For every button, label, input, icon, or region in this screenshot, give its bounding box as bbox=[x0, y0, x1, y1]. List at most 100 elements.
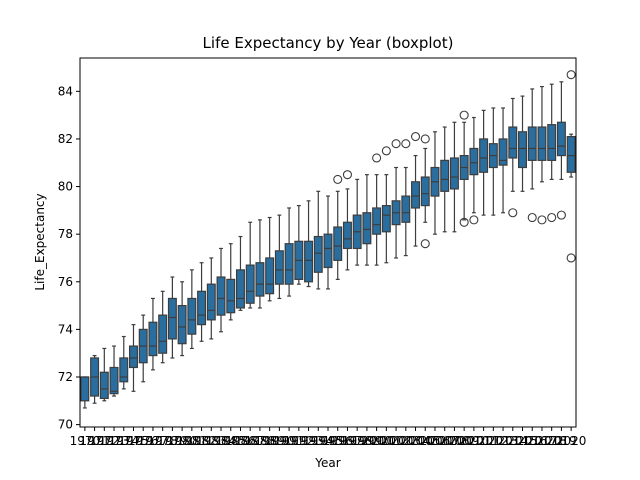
y-tick-label: 76 bbox=[58, 275, 73, 289]
box-1986 bbox=[235, 235, 245, 311]
box-iqr bbox=[342, 221, 352, 250]
box-iqr bbox=[216, 276, 226, 316]
x-tick-label: 2007 bbox=[429, 434, 460, 448]
box-1974 bbox=[119, 335, 129, 390]
box-2013 bbox=[498, 107, 508, 214]
outlier-point bbox=[372, 153, 382, 163]
y-tick-label: 78 bbox=[58, 227, 73, 241]
x-tick-label: 1988 bbox=[245, 434, 276, 448]
box-iqr bbox=[508, 126, 518, 159]
box-iqr bbox=[566, 135, 576, 173]
box-2003 bbox=[401, 139, 411, 257]
box-1971 bbox=[90, 354, 100, 404]
box-iqr bbox=[177, 304, 187, 345]
x-tick-label: 1991 bbox=[274, 434, 305, 448]
x-tick-label: 2012 bbox=[478, 434, 509, 448]
y-axis-label: Life_Expectancy bbox=[33, 193, 47, 290]
x-tick-label: 1998 bbox=[342, 434, 373, 448]
x-axis-ticks: 1970197119721973197419751976197719781979… bbox=[70, 427, 586, 448]
box-1993 bbox=[304, 200, 314, 288]
box-iqr bbox=[449, 157, 459, 190]
x-tick-label: 1972 bbox=[89, 434, 120, 448]
x-tick-label: 1970 bbox=[70, 434, 101, 448]
box-iqr bbox=[381, 205, 391, 233]
x-tick-label: 1999 bbox=[352, 434, 383, 448]
box-iqr bbox=[245, 264, 255, 304]
outlier-point bbox=[459, 110, 469, 120]
x-tick-label: 2005 bbox=[410, 434, 441, 448]
box-2010 bbox=[469, 116, 479, 225]
box-2014 bbox=[508, 97, 518, 218]
box-2005 bbox=[420, 134, 430, 249]
box-iqr bbox=[323, 233, 333, 269]
outlier-point bbox=[566, 70, 576, 80]
x-tick-label: 1993 bbox=[293, 434, 324, 448]
x-axis-label: Year bbox=[314, 456, 340, 470]
box-1975 bbox=[129, 324, 138, 392]
box-1973 bbox=[109, 345, 119, 397]
box-1989 bbox=[265, 216, 275, 302]
box-iqr bbox=[362, 212, 372, 245]
box-1979 bbox=[167, 276, 177, 359]
box-iqr bbox=[556, 121, 566, 157]
y-tick-label: 72 bbox=[58, 370, 73, 384]
y-tick-label: 84 bbox=[58, 84, 73, 98]
x-tick-label: 1995 bbox=[313, 434, 344, 448]
x-tick-label: 1977 bbox=[138, 434, 169, 448]
box-iqr bbox=[313, 235, 323, 273]
y-tick-label: 70 bbox=[58, 418, 73, 432]
outlier-point bbox=[556, 210, 566, 220]
box-2017 bbox=[537, 85, 547, 225]
box-1992 bbox=[294, 205, 304, 285]
x-tick-label: 1971 bbox=[79, 434, 110, 448]
y-tick-label: 82 bbox=[58, 132, 73, 146]
outlier-point bbox=[537, 215, 547, 225]
x-tick-label: 2000 bbox=[361, 434, 392, 448]
box-2012 bbox=[488, 107, 498, 216]
box-2019 bbox=[556, 81, 566, 220]
x-tick-label: 2002 bbox=[381, 434, 412, 448]
box-iqr bbox=[80, 376, 90, 402]
box-2018 bbox=[547, 83, 557, 223]
box-iqr bbox=[411, 181, 421, 209]
x-tick-label: 2003 bbox=[391, 434, 422, 448]
box-2006 bbox=[430, 131, 440, 235]
box-2020 bbox=[566, 70, 576, 263]
outlier-point bbox=[527, 212, 537, 223]
x-tick-label: 2017 bbox=[527, 434, 558, 448]
box-iqr bbox=[479, 138, 489, 173]
box-1980 bbox=[177, 281, 187, 357]
box-iqr bbox=[420, 176, 430, 207]
box-iqr bbox=[401, 195, 411, 223]
plot-frame bbox=[79, 57, 577, 428]
x-tick-label: 2018 bbox=[536, 434, 567, 448]
x-tick-label: 1978 bbox=[147, 434, 178, 448]
box-iqr bbox=[235, 269, 245, 309]
box-iqr bbox=[206, 283, 216, 321]
box-1978 bbox=[158, 290, 168, 364]
x-tick-label: 1979 bbox=[157, 434, 188, 448]
outlier-point bbox=[401, 139, 411, 149]
box-iqr bbox=[109, 366, 119, 395]
box-iqr bbox=[440, 159, 450, 192]
box-1996 bbox=[333, 174, 343, 280]
outlier-point bbox=[469, 215, 479, 225]
box-iqr bbox=[99, 371, 109, 400]
x-tick-label: 1976 bbox=[128, 434, 159, 448]
x-tick-label: 2016 bbox=[517, 434, 548, 448]
x-tick-label: 2009 bbox=[449, 434, 480, 448]
outlier-point bbox=[342, 170, 353, 180]
outlier-point bbox=[547, 212, 557, 223]
box-series bbox=[80, 70, 576, 409]
box-1985 bbox=[226, 243, 236, 321]
x-tick-label: 1982 bbox=[186, 434, 217, 448]
chart-title: Life Expectancy by Year (boxplot) bbox=[203, 34, 454, 52]
box-1984 bbox=[216, 247, 226, 333]
box-1990 bbox=[274, 214, 284, 300]
box-1987 bbox=[245, 221, 255, 309]
box-iqr bbox=[265, 257, 275, 295]
box-iqr bbox=[167, 297, 177, 340]
box-2015 bbox=[518, 95, 528, 192]
box-2002 bbox=[391, 139, 401, 259]
box-1988 bbox=[255, 219, 265, 309]
